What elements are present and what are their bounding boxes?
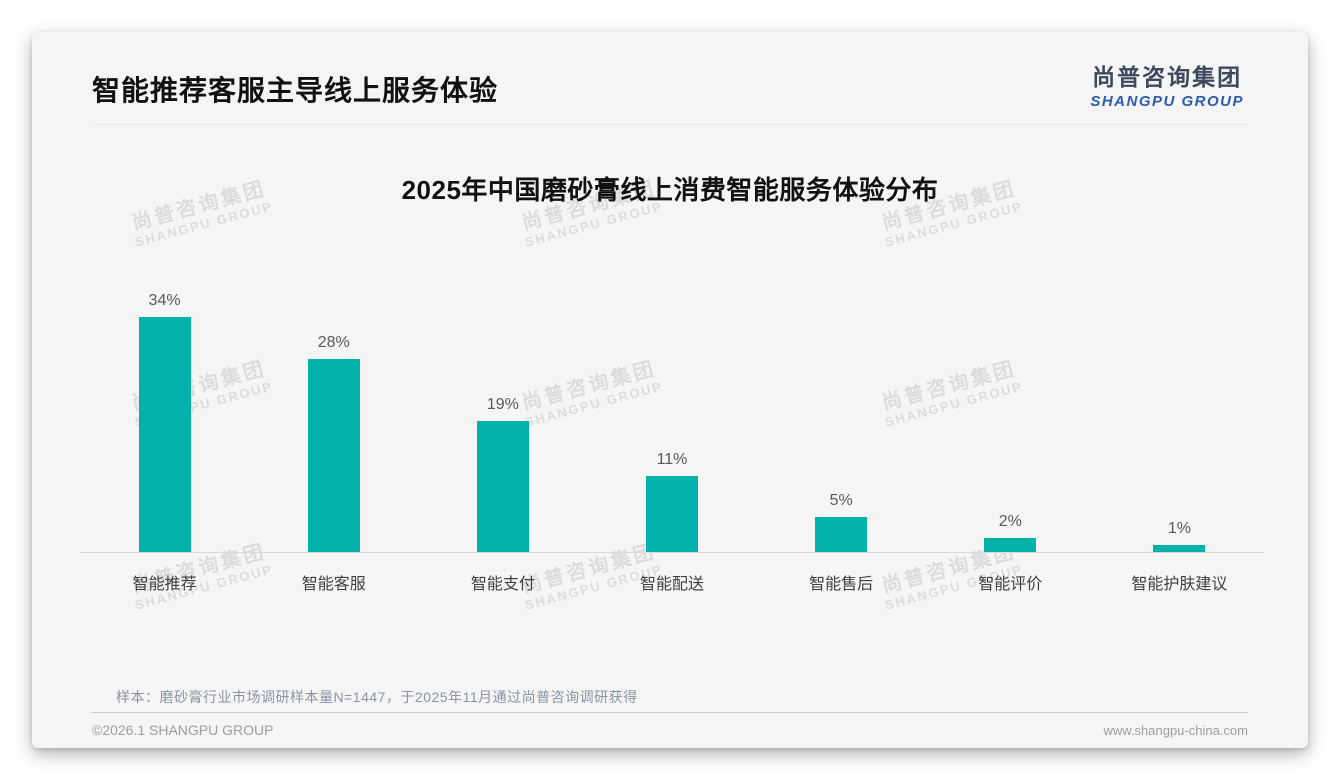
bar-value-label: 28% — [317, 334, 350, 351]
bar-value-label: 11% — [656, 451, 688, 468]
copyright-text: ©2026.1 SHANGPU GROUP — [92, 722, 274, 738]
slide-card: 尚普咨询集团 SHANGPU GROUP 尚普咨询集团 SHANGPU GROUP 尚普… — [32, 32, 1308, 748]
category-label: 智能支付 — [470, 576, 535, 593]
bar-column: 19% — [418, 284, 587, 552]
watermark-english: SHANGPU GROUP — [133, 198, 275, 250]
bar — [984, 538, 1037, 552]
company-logo: 尚普咨询集团 SHANGPU GROUP — [1090, 58, 1244, 110]
bar — [815, 517, 868, 552]
page-title: 智能推荐客服主导线上服务体验 — [92, 75, 499, 106]
category-label: 智能配送 — [639, 576, 704, 593]
category-label: 智能售后 — [809, 576, 874, 593]
bar-column: 2% — [926, 284, 1095, 552]
watermark-english: SHANGPU GROUP — [523, 198, 665, 250]
bar-group: 34% 28% 19% 11% 5% 2% 1% — [80, 284, 1264, 553]
bar — [476, 421, 529, 552]
slide-footer: ©2026.1 SHANGPU GROUP www.shangpu-china.… — [92, 722, 1248, 738]
website-text: www.shangpu-china.com — [1103, 722, 1248, 738]
bar-column: 28% — [249, 284, 418, 552]
bar — [138, 317, 191, 552]
bar-value-label: 5% — [829, 492, 853, 509]
bar-value-label: 2% — [998, 513, 1022, 530]
category-label: 智能评价 — [978, 576, 1043, 593]
category-row: 智能推荐 智能客服 智能支付 智能配送 智能售后 智能评价 智能护肤建议 — [80, 570, 1264, 594]
chart-title: 2025年中国磨砂膏线上消费智能服务体验分布 — [401, 175, 939, 205]
bar — [1153, 545, 1206, 552]
slide-header: 智能推荐客服主导线上服务体验 — [92, 74, 1248, 125]
sample-note: 样本：磨砂膏行业市场调研样本量N=1447，于2025年11月通过尚普咨询调研获… — [116, 689, 638, 705]
logo-english-text: SHANGPU GROUP — [1090, 93, 1244, 110]
bar-column: 34% — [80, 284, 249, 552]
category-label: 智能护肤建议 — [1131, 576, 1228, 593]
bar-column: 1% — [1095, 284, 1264, 552]
footer-divider — [92, 712, 1248, 713]
bar-column: 11% — [587, 284, 756, 552]
bar — [307, 359, 360, 552]
category-label: 智能客服 — [301, 576, 366, 593]
category-label: 智能推荐 — [132, 576, 197, 593]
logo-chinese-text: 尚普咨询集团 — [1092, 64, 1243, 90]
bar — [645, 476, 698, 552]
bar-value-label: 19% — [486, 396, 519, 413]
bar-value-label: 1% — [1167, 520, 1191, 537]
bar-column: 5% — [757, 284, 926, 552]
watermark-english: SHANGPU GROUP — [883, 198, 1025, 250]
bar-value-label: 34% — [148, 292, 181, 309]
